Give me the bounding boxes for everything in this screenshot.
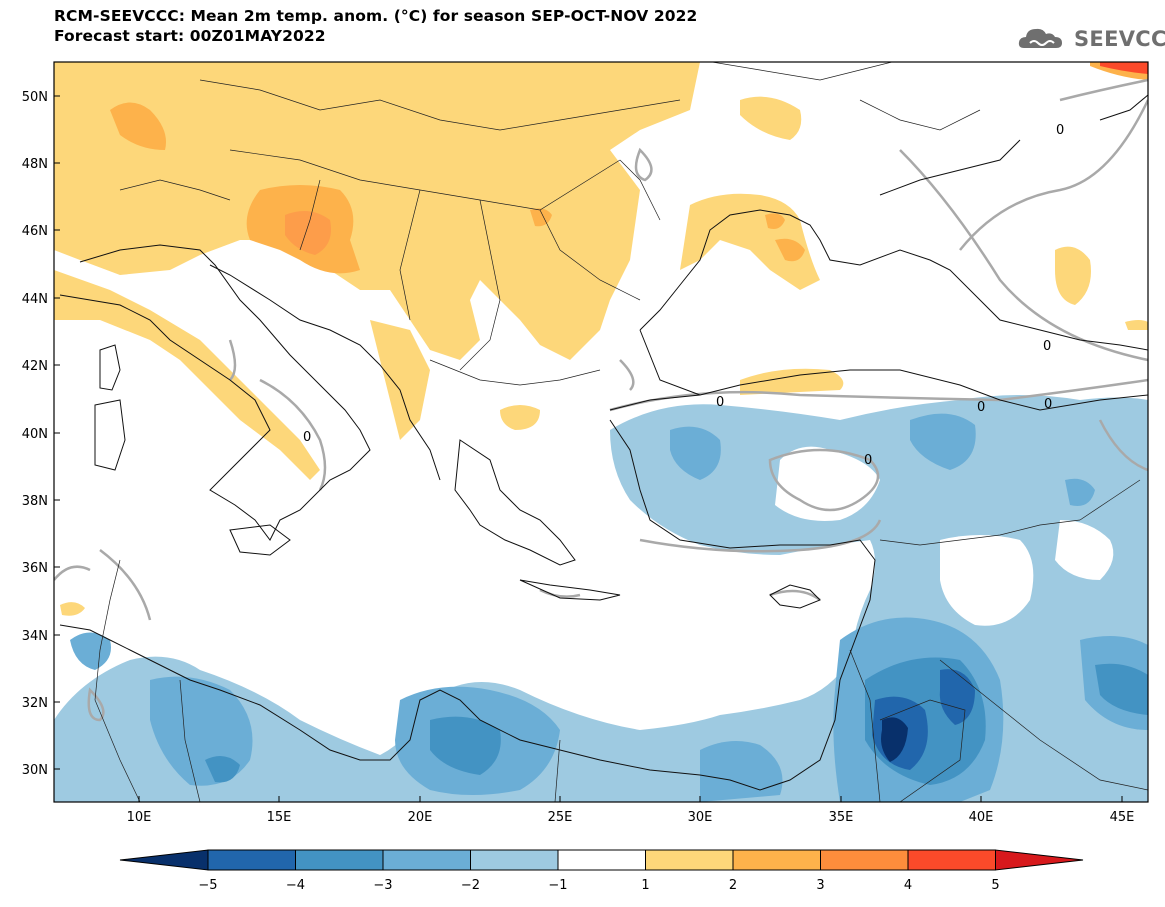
- lat-label: 36N: [22, 561, 48, 576]
- colorbar-segment: [295, 849, 384, 871]
- zero-contour-lines: [54, 78, 1148, 722]
- lon-label: 10E: [127, 810, 152, 825]
- map-field: 0 0 0 0 0 0 0: [54, 62, 1148, 802]
- colorbar-segment: [907, 849, 996, 871]
- latitude-axis: 50N 48N 46N 44N 42N 40N 38N 36N 34N 32N …: [22, 90, 60, 778]
- contour-label: 0: [1044, 397, 1052, 412]
- contour-label: 0: [977, 400, 985, 415]
- seevccc-logo: SEEVCCC: [1018, 24, 1165, 54]
- lat-label: 44N: [22, 292, 48, 307]
- map-frame: [53, 61, 1149, 803]
- lon-label: 15E: [267, 810, 292, 825]
- lat-label: 48N: [22, 157, 48, 172]
- lat-label: 46N: [22, 224, 48, 239]
- contour-label: 0: [1056, 123, 1064, 138]
- contour-label: 0: [716, 395, 724, 410]
- lat-label: 40N: [22, 427, 48, 442]
- colorbar-tick: 4: [904, 878, 912, 893]
- title-line-2: Forecast start: 00Z01MAY2022: [54, 27, 326, 45]
- colorbar-tick: −2: [461, 878, 480, 893]
- lon-label: 30E: [688, 810, 713, 825]
- lat-label: 38N: [22, 494, 48, 509]
- colorbar: −5 −4 −3 −2 −1 1 2 3 4 5: [119, 849, 1084, 893]
- lon-label: 35E: [829, 810, 854, 825]
- colorbar-segment: [382, 849, 471, 871]
- colorbar-segment: [557, 849, 646, 871]
- coastlines: [59, 94, 1148, 791]
- colorbar-tick: −4: [286, 878, 305, 893]
- lat-label: 34N: [22, 629, 48, 644]
- lon-label: 40E: [969, 810, 994, 825]
- contour-label: 0: [1043, 339, 1051, 354]
- map-title: RCM-SEEVCCC: Mean 2m temp. anom. (°C) fo…: [54, 6, 697, 46]
- title-line-1: RCM-SEEVCCC: Mean 2m temp. anom. (°C) fo…: [54, 7, 698, 25]
- lon-label: 25E: [548, 810, 573, 825]
- colorbar-segment: [820, 849, 909, 871]
- lon-label: 20E: [408, 810, 433, 825]
- contour-label: 0: [303, 430, 311, 445]
- contour-label: 0: [864, 453, 872, 468]
- colorbar-tick: −5: [198, 878, 217, 893]
- lon-label: 45E: [1110, 810, 1135, 825]
- contour-labels: 0 0 0 0 0 0 0: [303, 123, 1064, 468]
- colorbar-segment: [207, 849, 296, 871]
- colorbar-tick: −1: [548, 878, 567, 893]
- lat-label: 42N: [22, 359, 48, 374]
- colorbar-tick: 5: [991, 878, 999, 893]
- country-borders: [94, 62, 1148, 802]
- colorbar-arrow-right: [995, 849, 1084, 871]
- colorbar-tick: 2: [729, 878, 737, 893]
- lat-label: 50N: [22, 90, 48, 105]
- colorbar-segment: [470, 849, 559, 871]
- colorbar-tick: 1: [641, 878, 649, 893]
- colorbar-tick: −3: [373, 878, 392, 893]
- lat-label: 30N: [22, 763, 48, 778]
- colorbar-segment: [645, 849, 734, 871]
- colorbar-arrow-left: [119, 849, 209, 871]
- colorbar-segment: [732, 849, 821, 871]
- longitude-axis: 10E 15E 20E 25E 30E 35E 40E 45E: [127, 796, 1135, 825]
- warm-anomaly-region: [54, 62, 1148, 616]
- logo-text: SEEVCCC: [1074, 27, 1165, 51]
- cold-anomaly-region: [54, 395, 1148, 802]
- cloud-icon: [1018, 28, 1062, 48]
- lat-label: 32N: [22, 696, 48, 711]
- colorbar-tick: 3: [816, 878, 824, 893]
